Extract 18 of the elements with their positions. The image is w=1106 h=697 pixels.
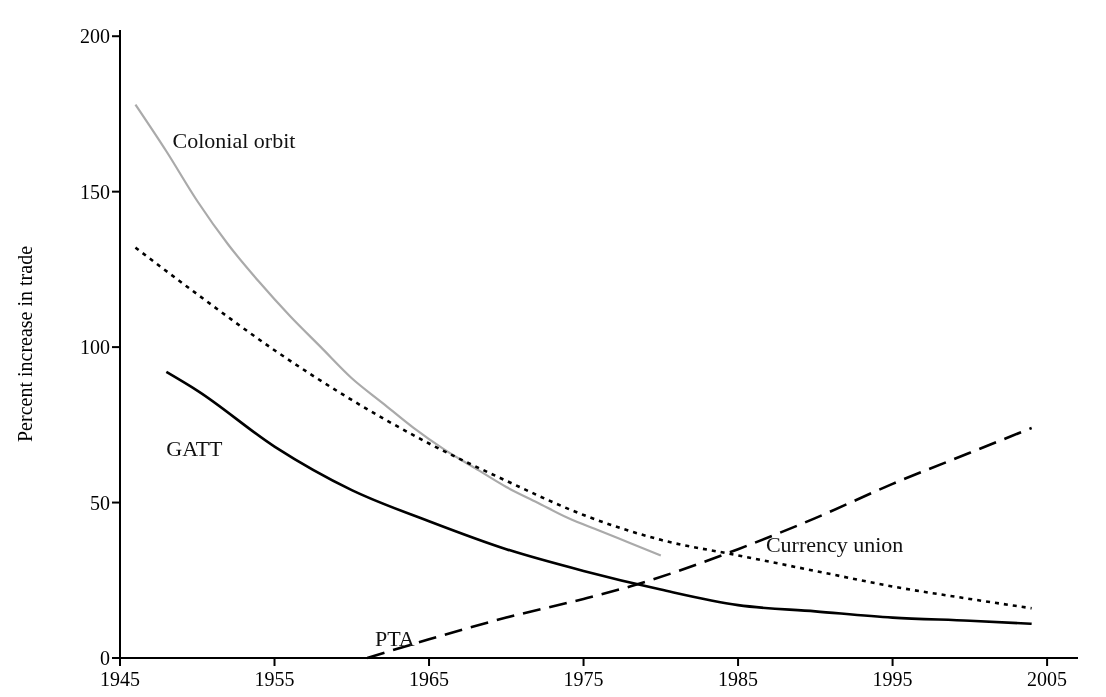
y-tick-label: 100 [80, 336, 110, 359]
y-tick-label: 50 [90, 491, 110, 514]
series-label: PTA [374, 625, 415, 651]
series-label: GATT [166, 435, 224, 461]
line-series [134, 103, 662, 557]
series-label: Currency union [765, 532, 904, 558]
y-tick-label: 200 [80, 25, 110, 48]
y-tick-label: 150 [80, 180, 110, 203]
x-tick-label: 2005 [1027, 668, 1068, 690]
x-tick-label: 1965 [409, 668, 450, 690]
y-axis-title: Percent increase in trade [14, 245, 36, 443]
x-tick-label: 1945 [100, 668, 140, 690]
series-label: Colonial orbit [172, 128, 296, 154]
x-tick-label: 1975 [563, 668, 604, 690]
x-tick-label: 1995 [872, 668, 913, 690]
y-tick-label: 0 [100, 647, 110, 669]
x-tick-label: 1985 [718, 668, 759, 690]
x-tick-label: 1955 [254, 668, 295, 690]
